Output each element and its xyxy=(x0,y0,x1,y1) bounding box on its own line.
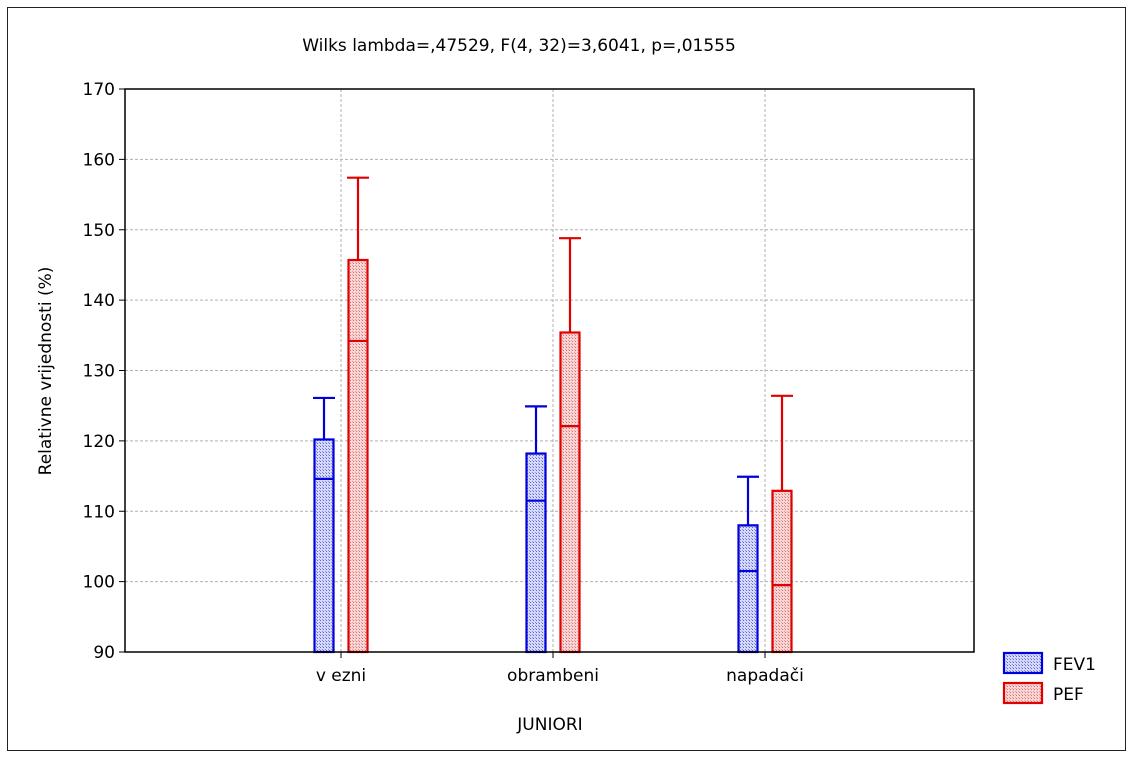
chart: Wilks lambda=,47529, F(4, 32)=3,6041, p=… xyxy=(36,36,1096,735)
x-tick-label: obrambeni xyxy=(507,666,599,686)
y-tick-label: 160 xyxy=(83,150,115,170)
y-tick-label: 120 xyxy=(83,432,115,452)
bar-pef xyxy=(771,489,793,654)
y-tick-label: 90 xyxy=(93,643,115,663)
plot-area-border xyxy=(124,88,975,653)
y-tick-label: 170 xyxy=(83,80,115,100)
y-axis: 90 100 110 120 130 140 150 160 170 xyxy=(83,80,125,663)
chart-title: Wilks lambda=,47529, F(4, 32)=3,6041, p=… xyxy=(302,36,736,56)
legend-label-fev1: FEV1 xyxy=(1053,655,1096,675)
chart-frame: Wilks lambda=,47529, F(4, 32)=3,6041, p=… xyxy=(7,7,1126,751)
y-axis-label: Relativne vrijednosti (%) xyxy=(36,267,56,476)
legend-label-pef: PEF xyxy=(1053,685,1084,705)
x-axis: v ezni obrambeni napadači xyxy=(316,652,804,686)
bar-pef xyxy=(347,258,369,654)
bar-fev1 xyxy=(525,452,547,654)
y-tick-label: 110 xyxy=(83,502,115,522)
bar-fev1 xyxy=(313,438,335,654)
grid xyxy=(125,89,974,652)
x-tick-label: napadači xyxy=(726,666,804,686)
legend: FEV1 PEF xyxy=(1002,651,1096,705)
legend-swatch-pef xyxy=(1002,681,1044,705)
y-tick-label: 140 xyxy=(83,291,115,311)
x-tick-label: v ezni xyxy=(316,666,366,686)
y-tick-label: 100 xyxy=(83,573,115,593)
y-tick-label: 130 xyxy=(83,362,115,382)
bar-pef xyxy=(559,331,581,654)
bar-fev1 xyxy=(737,524,759,654)
y-tick-label: 150 xyxy=(83,221,115,241)
legend-swatch-fev1 xyxy=(1002,651,1044,675)
x-axis-label: JUNIORI xyxy=(516,715,582,735)
